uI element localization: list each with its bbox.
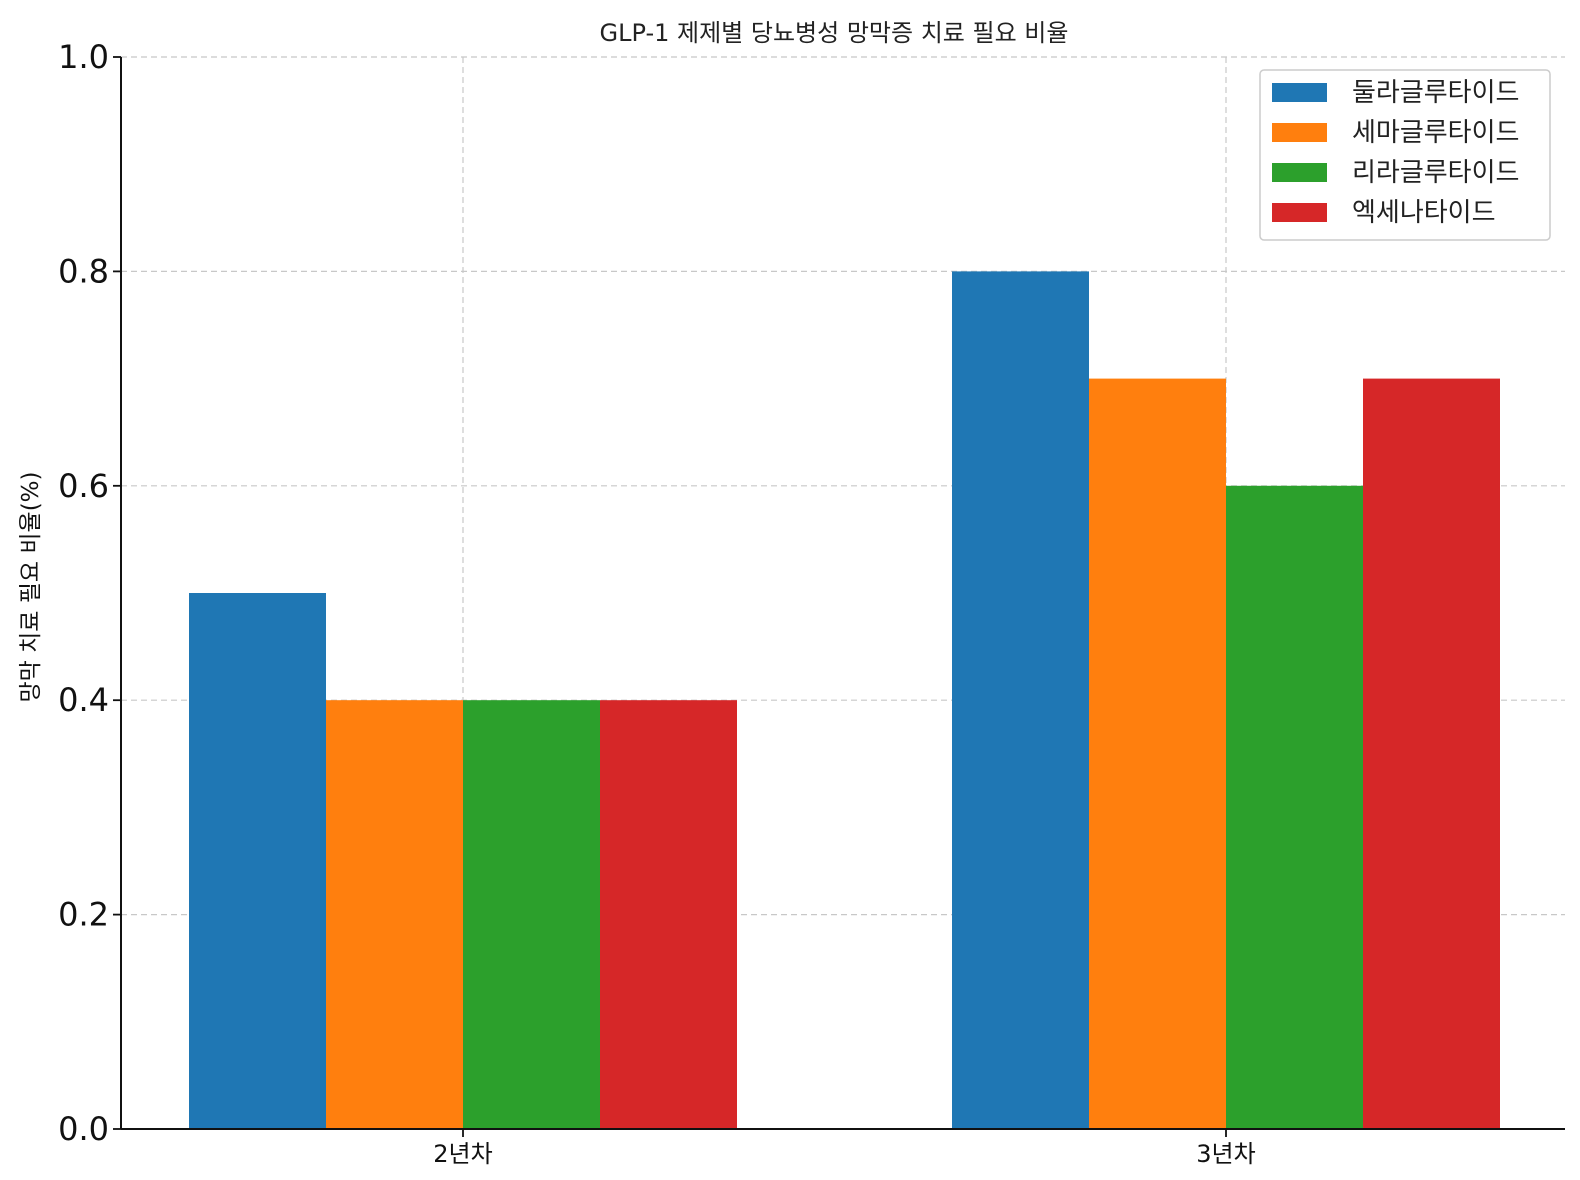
legend-swatch — [1272, 163, 1327, 182]
y-axis-label: 망막 치료 필요 비율(%) — [18, 471, 44, 702]
legend-label: 리라글루타이드 — [1352, 158, 1519, 188]
bars — [189, 271, 1500, 1130]
legend-label: 둘라글루타이드 — [1352, 78, 1519, 108]
y-tick-label: 1.0 — [58, 38, 109, 76]
bar — [1363, 378, 1500, 1130]
tick-labels: 0.0 0.2 0.4 0.6 0.8 1.0 2년차 3년차 — [58, 38, 1256, 1168]
legend-swatch — [1272, 203, 1327, 222]
bar — [189, 593, 326, 1129]
bar — [1226, 485, 1363, 1129]
x-tick-label: 2년차 — [433, 1140, 492, 1168]
y-tick-label: 0.0 — [58, 1110, 109, 1148]
legend-label: 엑세나타이드 — [1352, 198, 1496, 228]
bar — [463, 700, 600, 1129]
y-tick-label: 0.8 — [58, 252, 109, 290]
x-tick-label: 3년차 — [1196, 1140, 1255, 1168]
y-tick-label: 0.4 — [58, 681, 109, 719]
legend-swatch — [1272, 83, 1327, 102]
bar — [1089, 378, 1226, 1130]
chart-title: GLP-1 제제별 당뇨병성 망막증 치료 필요 비율 — [600, 19, 1069, 47]
legend-box — [1259, 69, 1551, 241]
bar — [600, 700, 737, 1129]
legend-swatch — [1272, 123, 1327, 142]
bar — [952, 271, 1089, 1129]
y-tick-label: 0.2 — [58, 896, 109, 934]
y-tick-label: 0.6 — [58, 467, 109, 505]
bar — [326, 700, 463, 1129]
axes — [120, 57, 1565, 1130]
legend-label: 세마글루타이드 — [1352, 118, 1519, 148]
